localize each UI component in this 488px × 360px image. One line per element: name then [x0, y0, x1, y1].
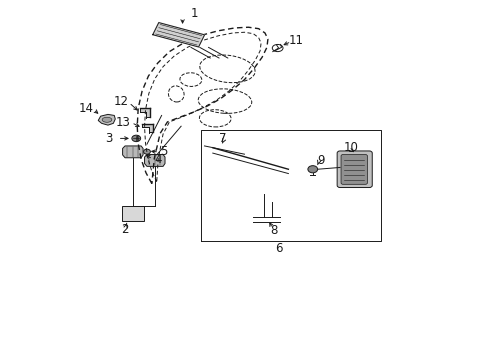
- Text: 10: 10: [343, 141, 358, 154]
- FancyBboxPatch shape: [336, 151, 371, 188]
- Text: 2: 2: [121, 223, 128, 236]
- Ellipse shape: [102, 117, 112, 122]
- Text: 13: 13: [116, 116, 131, 129]
- FancyBboxPatch shape: [340, 154, 366, 184]
- Polygon shape: [122, 146, 143, 158]
- Polygon shape: [142, 125, 153, 132]
- Bar: [122, 206, 144, 221]
- Text: 9: 9: [317, 154, 324, 167]
- Text: 6: 6: [274, 242, 282, 255]
- Polygon shape: [98, 114, 115, 125]
- Polygon shape: [144, 154, 164, 166]
- Text: 7: 7: [218, 132, 226, 145]
- Text: 12: 12: [114, 95, 129, 108]
- Circle shape: [143, 149, 150, 154]
- Text: 14: 14: [79, 102, 93, 115]
- Polygon shape: [152, 23, 204, 47]
- Text: 11: 11: [287, 33, 303, 47]
- Text: 3: 3: [105, 132, 112, 145]
- Circle shape: [307, 166, 317, 173]
- Text: 4: 4: [154, 153, 161, 166]
- Text: 5: 5: [160, 145, 167, 158]
- Circle shape: [132, 135, 141, 141]
- Text: 8: 8: [269, 224, 277, 238]
- Polygon shape: [140, 108, 150, 117]
- Text: 1: 1: [191, 8, 198, 21]
